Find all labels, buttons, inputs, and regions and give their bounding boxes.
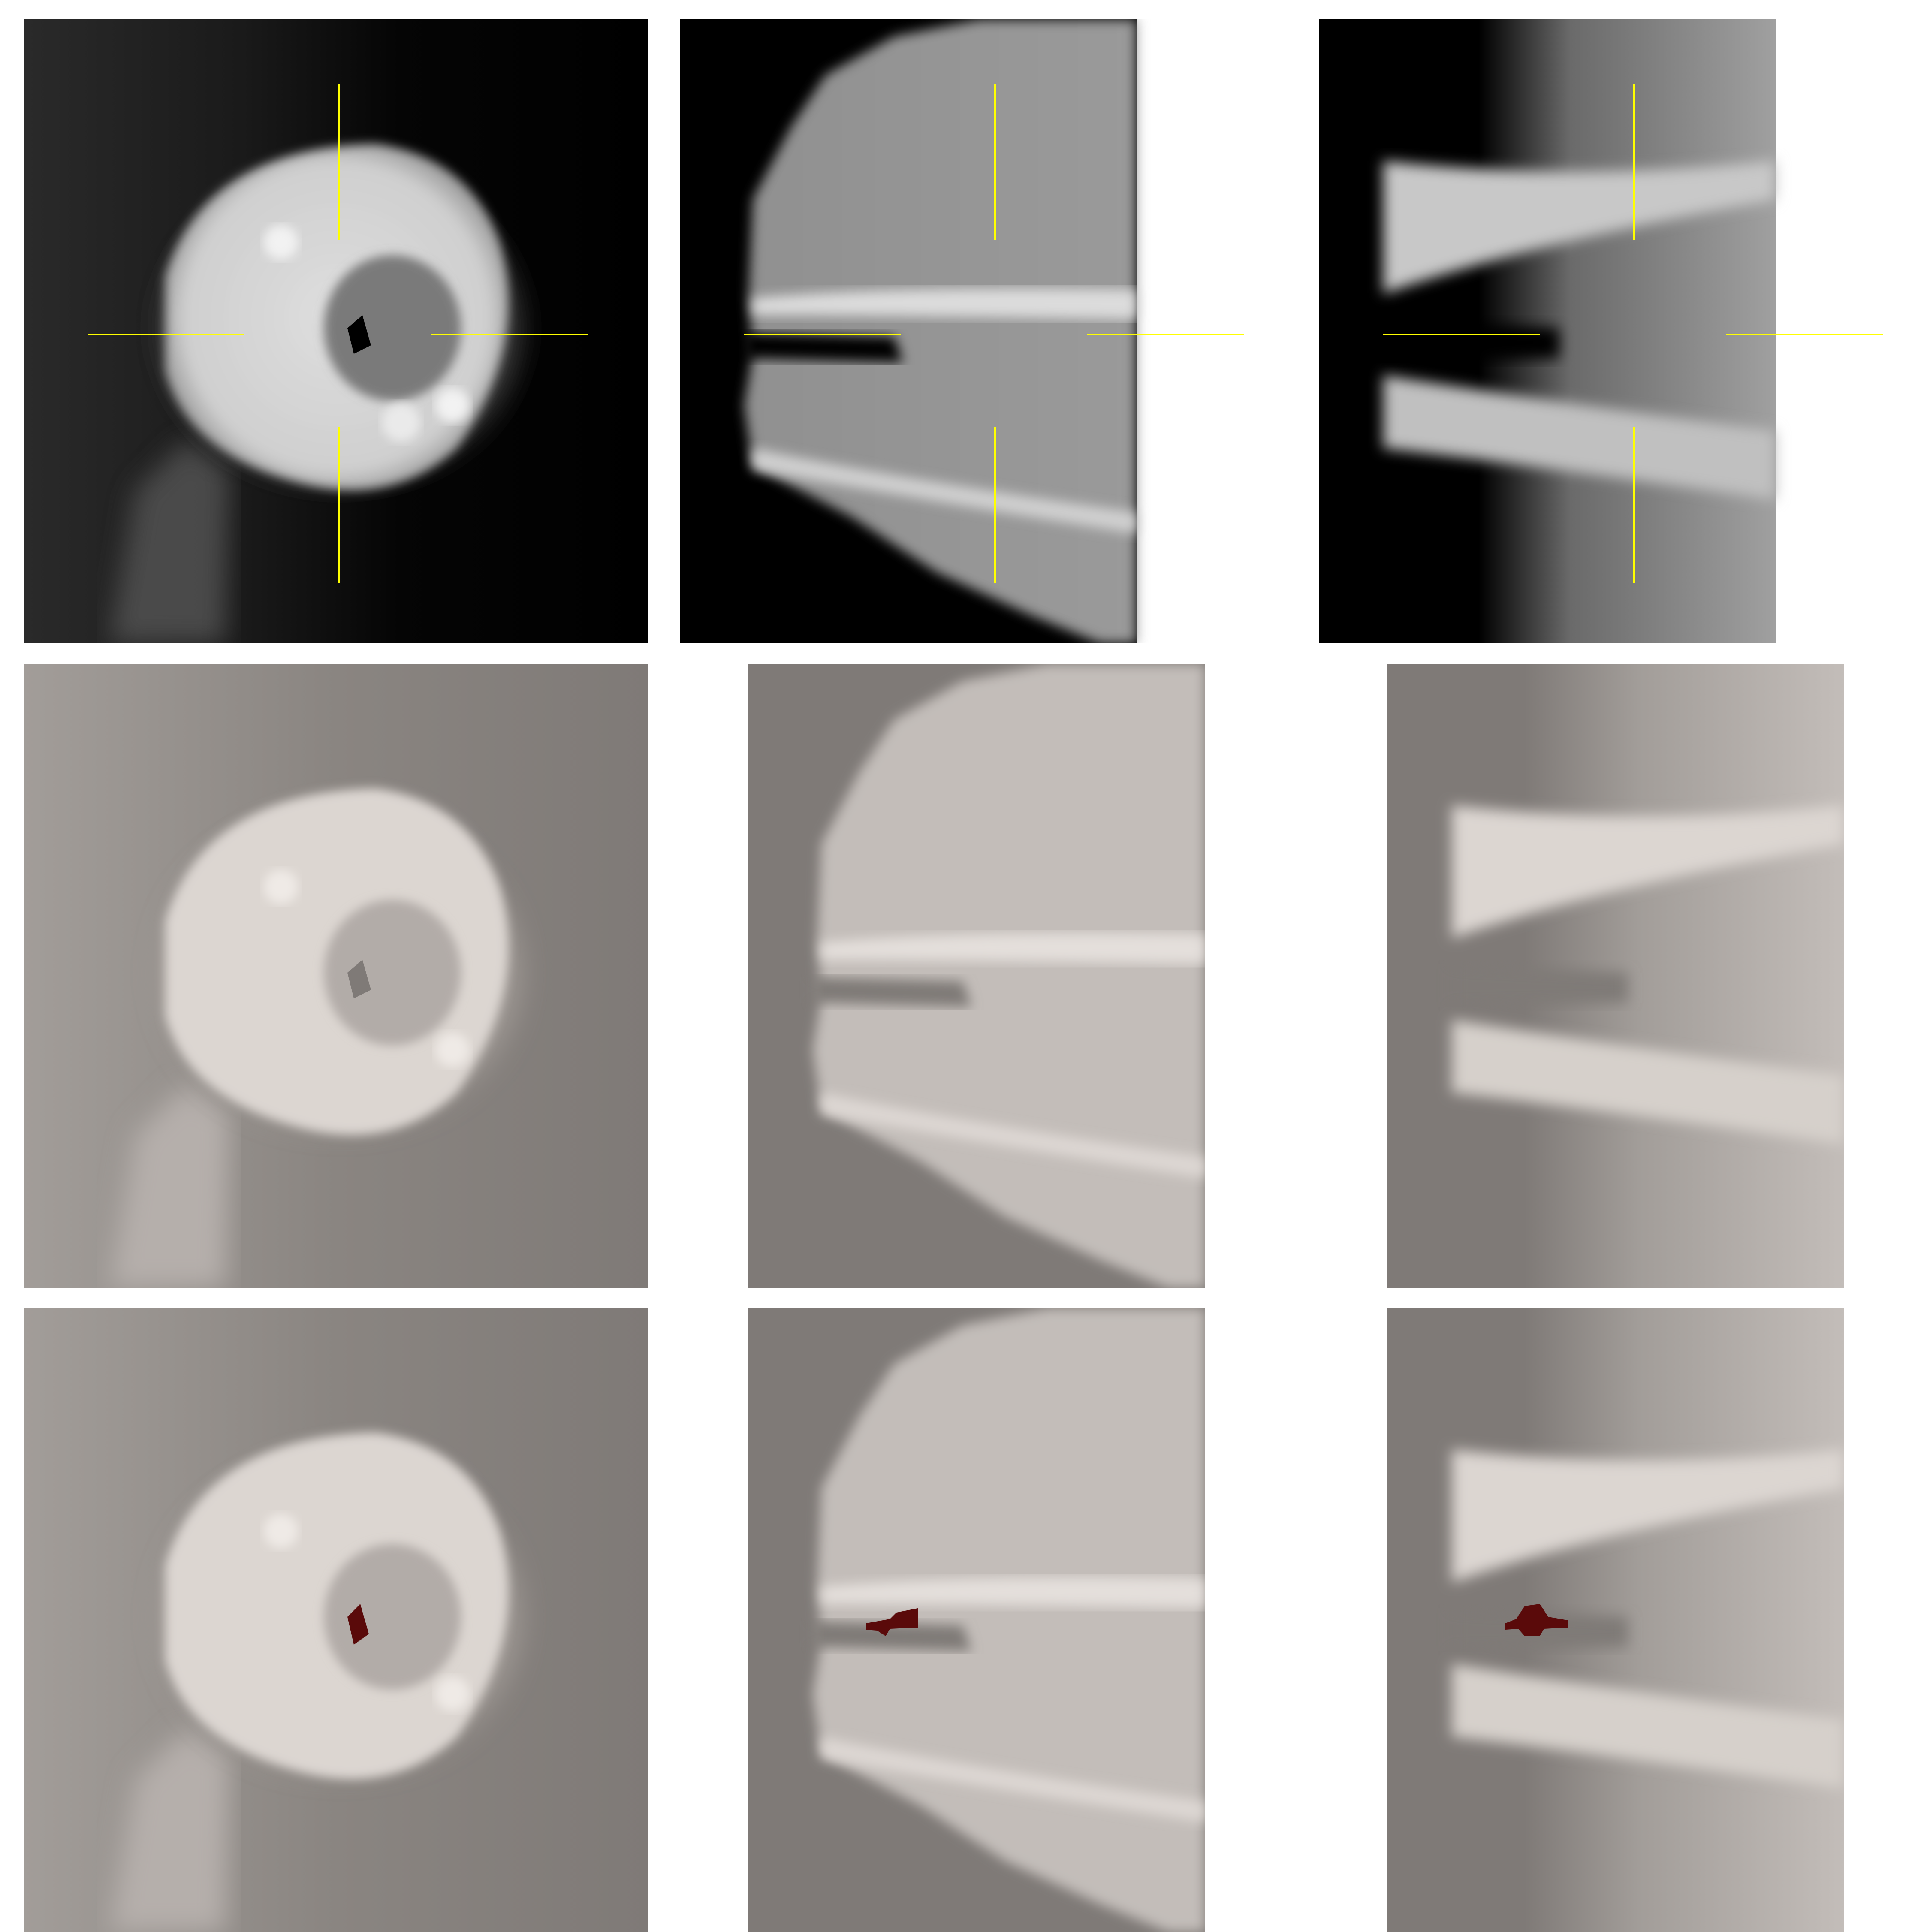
segmentation-mask (347, 1604, 369, 1645)
row3-long-axis-3-panel (1387, 1308, 1844, 1932)
row3-long-axis-2-panel (748, 1308, 1205, 1932)
row1-short-axis-panel (24, 19, 648, 643)
row3-short-axis-panel (24, 1308, 648, 1932)
row1-short-axis-crosshair (88, 84, 588, 583)
row2-short-axis-panel (24, 664, 648, 1288)
segmentation-mask (1505, 1604, 1568, 1636)
segmentation-mask (866, 1608, 918, 1636)
row1-long-axis-3-panel (1319, 19, 1930, 643)
row1-long-axis-3-crosshair (1383, 84, 1883, 583)
row1-long-axis-2-panel (680, 19, 1306, 643)
row2-long-axis-2-panel (748, 664, 1205, 1288)
row2-long-axis-3-panel (1387, 664, 1844, 1288)
row1-long-axis-2-crosshair (744, 84, 1244, 583)
